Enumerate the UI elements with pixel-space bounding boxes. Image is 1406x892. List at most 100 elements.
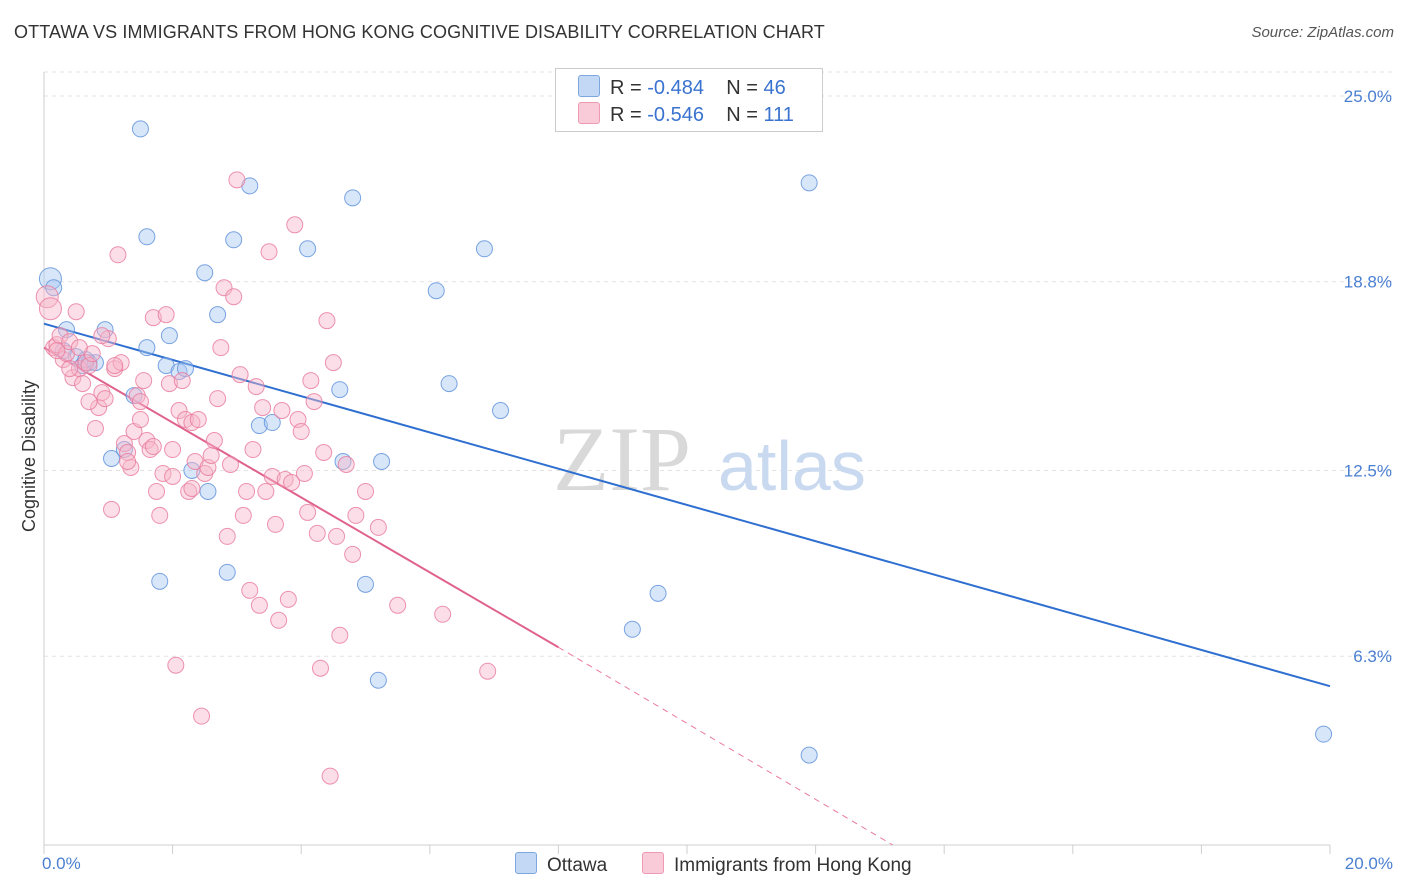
bottom-ottawa-swatch [515,852,537,874]
ottawa-point-37 [623,620,641,638]
hongkong-point-33 [144,309,162,327]
hongkong-point-42 [173,372,191,390]
hongkong-point-62 [238,482,256,500]
hongkong-point-30 [135,372,153,390]
hongkong-point-98 [434,605,452,623]
data-points [35,120,1333,785]
ottawa-point-24 [263,414,281,432]
hongkong-point-81 [299,503,317,521]
legend-row-hongkong: R = -0.546 N = 111 [578,102,794,126]
hongkong-point-8 [64,369,82,387]
hongkong-point-54 [212,339,230,357]
hongkong-point-67 [254,399,272,417]
hongkong-point-82 [302,372,320,390]
hongkong-point-58 [225,288,243,306]
hongkong-point-70 [263,467,281,485]
hongkong-point-56 [218,527,236,545]
ottawa-point-16 [183,461,201,479]
ottawa-point-17 [196,264,214,282]
hongkong-point-84 [308,524,326,542]
hongkong-point-68 [257,482,275,500]
bottom-hongkong-label: Immigrants from Hong Kong [674,855,912,876]
chart-title: OTTAWA VS IMMIGRANTS FROM HONG KONG COGN… [14,22,825,42]
hongkong-point-99 [479,662,497,680]
hongkong-point-52 [205,432,223,450]
ottawa-point-28 [344,189,362,207]
bottom-ottawa-label: Ottawa [547,855,608,876]
hongkong-point-31 [138,432,156,450]
hongkong-point-94 [347,506,365,524]
hongkong-n-label: N = [726,104,764,126]
x-tick-label-1: 20.0% [1345,854,1393,873]
hongkong-point-90 [328,527,346,545]
ottawa-point-18 [199,482,217,500]
hongkong-r-value: -0.546 [647,104,704,126]
ottawa-point-39 [800,746,818,764]
ottawa-point-20 [218,563,236,581]
hongkong-point-101 [61,360,79,378]
ottawa-r-label: R = [610,77,648,99]
ottawa-point-34 [475,240,493,258]
ottawa-point-21 [225,231,243,249]
hongkong-point-37 [157,306,175,324]
hongkong-point-22 [109,246,127,264]
ottawa-point-14 [160,327,178,345]
ottawa-point-19 [209,306,227,324]
hongkong-point-15 [86,420,104,438]
hongkong-point-29 [131,411,149,429]
ottawa-swatch [578,75,600,97]
ottawa-point-31 [373,452,391,470]
hongkong-point-48 [193,707,211,725]
hongkong-point-65 [247,378,265,396]
tick-labels: 6.3% 12.5% 18.8% 25.0% 0.0% 20.0% [42,87,1393,873]
hongkong-point-66 [250,596,268,614]
hongkong-point-89 [324,354,342,372]
ottawa-point-0 [38,267,62,291]
x-tick-label-0: 0.0% [42,854,81,873]
ottawa-point-11 [138,228,156,246]
ottawa-point-27 [334,452,352,470]
ottawa-point-35 [492,402,510,420]
ottawa-point-33 [440,375,458,393]
hongkong-point-35 [151,506,169,524]
hongkong-point-103 [80,393,98,411]
hongkong-point-108 [144,438,162,456]
ottawa-r-value: -0.484 [647,77,704,99]
hongkong-trend-line [43,346,559,649]
y-tick-label-0: 6.3% [1353,647,1392,666]
hongkong-point-69 [260,243,278,261]
ottawa-n-label: N = [726,77,764,99]
hongkong-point-72 [270,611,288,629]
hongkong-point-9 [67,303,85,321]
hongkong-point-77 [286,216,304,234]
y-axis-label: Cognitive Disability [19,380,39,532]
hongkong-point-75 [279,590,297,608]
hongkong-point-85 [311,659,329,677]
ottawa-point-40 [1315,725,1333,743]
hongkong-point-91 [331,626,349,644]
ottawa-trend-line [43,322,1331,688]
ottawa-point-7 [103,450,121,467]
ottawa-point-10 [131,120,149,138]
hongkong-point-51 [202,447,220,465]
hongkong-point-102 [70,339,88,357]
hongkong-swatch [578,102,600,124]
hongkong-point-38 [160,375,178,393]
hongkong-point-86 [315,444,333,462]
grid-lines [44,71,1392,657]
hongkong-point-79 [292,423,310,441]
hongkong-point-83 [305,393,323,411]
hongkong-point-92 [337,455,355,473]
hongkong-point-20 [103,500,121,518]
source-label: Source: ZipAtlas.com [1251,24,1394,41]
watermark: ZIP atlas [553,408,866,510]
hongkong-point-107 [131,393,149,411]
y-tick-label-2: 18.8% [1344,273,1392,292]
ottawa-point-36 [649,584,667,602]
hongkong-point-97 [389,596,407,614]
hongkong-point-11 [74,375,92,393]
hongkong-point-41 [170,402,188,420]
hongkong-point-109 [164,441,182,459]
hongkong-point-63 [241,581,259,599]
